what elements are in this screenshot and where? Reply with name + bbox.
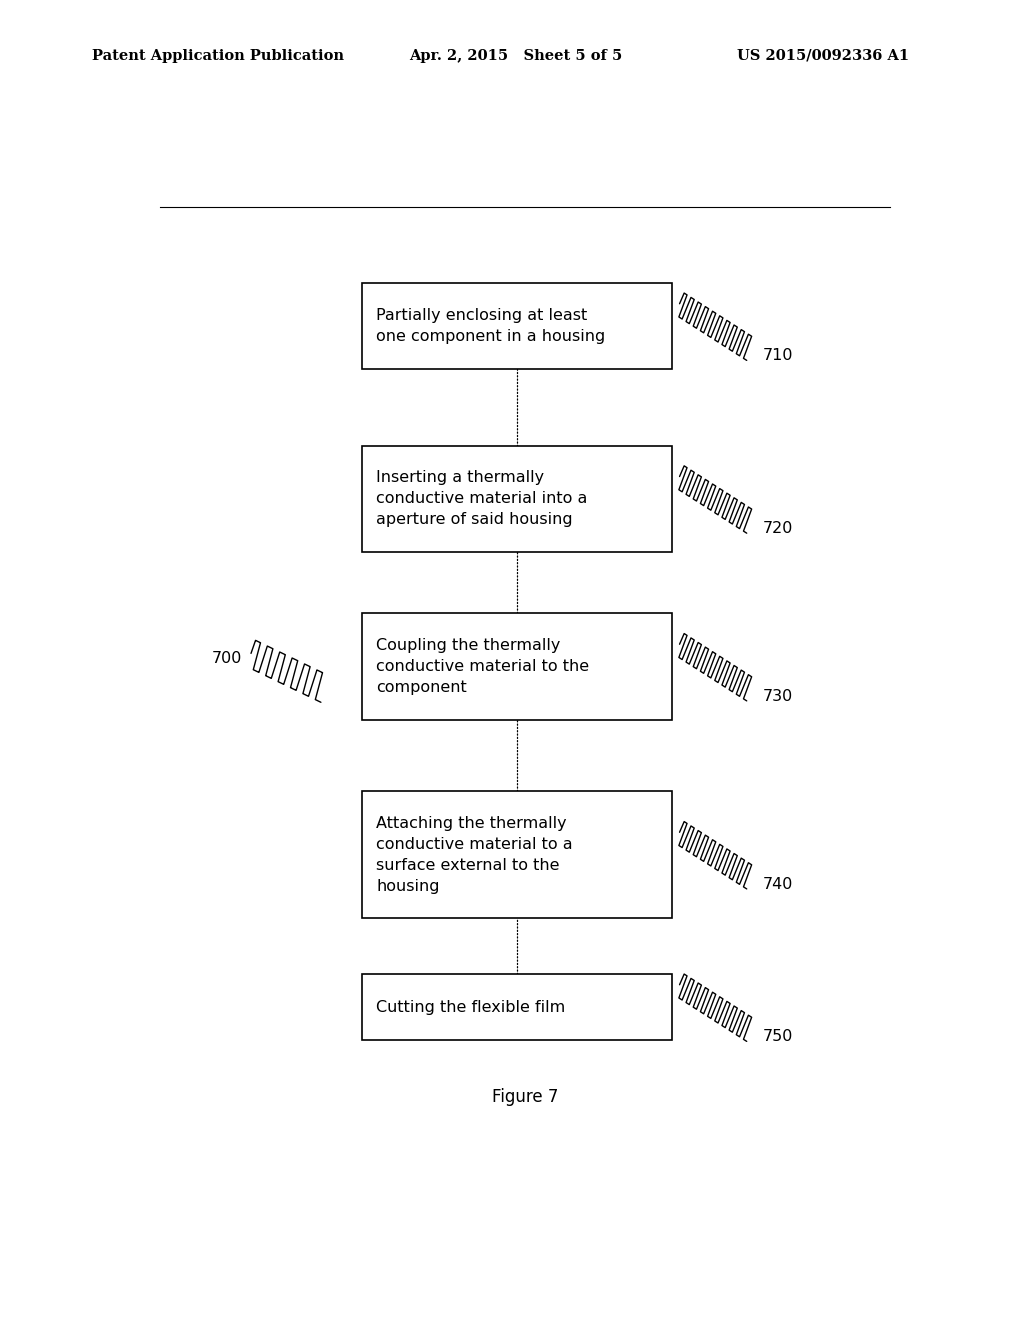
Text: Inserting a thermally
conductive material into a
aperture of said housing: Inserting a thermally conductive materia…: [377, 470, 588, 528]
FancyBboxPatch shape: [362, 282, 672, 370]
Text: Partially enclosing at least
one component in a housing: Partially enclosing at least one compone…: [377, 308, 605, 345]
Text: Coupling the thermally
conductive material to the
component: Coupling the thermally conductive materi…: [377, 638, 590, 696]
Text: Apr. 2, 2015   Sheet 5 of 5: Apr. 2, 2015 Sheet 5 of 5: [410, 49, 623, 63]
Text: 710: 710: [763, 348, 794, 363]
Text: Cutting the flexible film: Cutting the flexible film: [377, 999, 565, 1015]
Text: 750: 750: [763, 1030, 794, 1044]
Text: Attaching the thermally
conductive material to a
surface external to the
housing: Attaching the thermally conductive mater…: [377, 816, 573, 894]
Text: Figure 7: Figure 7: [492, 1088, 558, 1106]
FancyBboxPatch shape: [362, 446, 672, 552]
Text: 730: 730: [763, 689, 794, 704]
Text: Patent Application Publication: Patent Application Publication: [92, 49, 344, 63]
Text: 720: 720: [763, 521, 794, 536]
FancyBboxPatch shape: [362, 614, 672, 719]
Text: US 2015/0092336 A1: US 2015/0092336 A1: [737, 49, 909, 63]
Text: 700: 700: [211, 651, 242, 667]
FancyBboxPatch shape: [362, 974, 672, 1040]
FancyBboxPatch shape: [362, 791, 672, 919]
Text: 740: 740: [763, 876, 794, 892]
